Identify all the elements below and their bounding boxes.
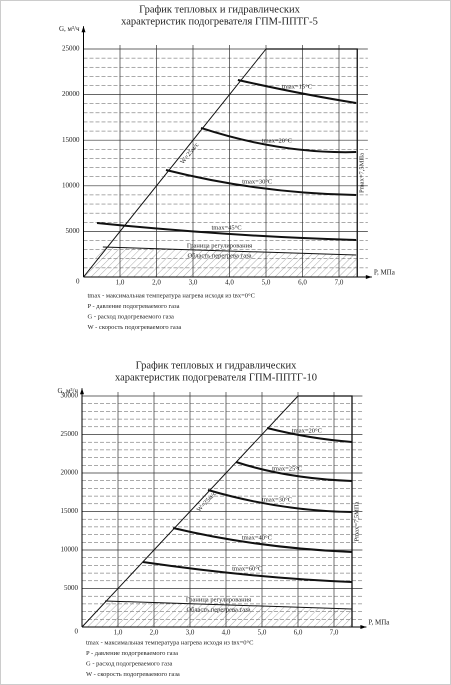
y-tick-label: 25000 <box>62 45 80 53</box>
curve-label: tmax=15°C <box>282 83 312 90</box>
y-axis-label: G, м³/ч <box>57 387 78 395</box>
curve-label: tmax=20°C <box>292 427 322 434</box>
footnote: G - расход подогреваемого газа <box>86 660 173 667</box>
x-tick-label: 1,0 <box>116 279 125 287</box>
y-tick-label: 20000 <box>61 469 79 477</box>
footnote: G - расход подогреваемого газа <box>88 313 175 320</box>
x-axis-label: P, МПа <box>368 619 390 627</box>
boundary-line <box>102 246 357 256</box>
region-label: Область перегрева газа <box>187 252 251 259</box>
speed-line <box>81 395 299 628</box>
temperature-curve <box>200 127 357 154</box>
x-axis-arrow <box>360 625 367 629</box>
x-tick-label: 7,0 <box>335 279 344 287</box>
x-tick-label: 4,0 <box>225 279 234 287</box>
temperature-curve <box>96 222 357 241</box>
chart-title: График тепловых и гидравлических <box>136 360 297 371</box>
y-tick-label: 30000 <box>61 392 79 400</box>
temperature-curve <box>237 79 357 104</box>
y-axis-label: G, м³/ч <box>59 25 80 33</box>
chart-title: График тепловых и гидравлических <box>139 4 300 15</box>
speed-line <box>83 48 267 278</box>
x-tick-label: 4,0 <box>222 629 231 637</box>
x-tick-label: 6,0 <box>294 629 303 637</box>
y-tick-label: 10000 <box>62 181 80 189</box>
y-tick-label: 0 <box>75 628 79 636</box>
y-tick-label: 0 <box>76 278 80 286</box>
y-tick-label: 5000 <box>64 584 79 592</box>
footnote: W - скорость подогреваемого газа <box>86 671 180 678</box>
boundary-line <box>105 600 353 610</box>
curve-label: tmax=60°C <box>232 566 262 573</box>
curve-label: tmax=40°C <box>242 534 272 541</box>
y-tick-label: 10000 <box>61 546 79 554</box>
x-tick-label: 7,0 <box>330 629 339 637</box>
x-tick-label: 6,0 <box>298 279 307 287</box>
curve-label: tmax=45°C <box>212 224 242 231</box>
pressure-limit-label: Pmax=7,5МПа <box>353 501 360 541</box>
overheat-region <box>83 246 357 277</box>
temperature-curve <box>235 461 353 483</box>
overheat-region <box>82 600 352 627</box>
pressure-limit-line <box>298 395 353 627</box>
y-tick-label: 20000 <box>62 90 80 98</box>
x-tick-label: 3,0 <box>186 629 195 637</box>
pressure-limit-line <box>266 48 358 277</box>
x-tick-label: 5,0 <box>262 279 271 287</box>
temperature-curve <box>165 169 357 197</box>
x-tick-label: 2,0 <box>150 629 159 637</box>
temperature-curve <box>142 561 353 584</box>
pressure-limit-label: Pmax=7,5МПа <box>359 153 366 193</box>
curve-label: tmax=30°C <box>242 178 272 185</box>
y-tick-label: 15000 <box>61 507 79 515</box>
footnote: P - давление подогреваемого газа <box>88 303 180 310</box>
x-axis-arrow <box>365 275 372 279</box>
curve-label: tmax=30°C <box>262 497 292 504</box>
temperature-curve <box>266 427 353 443</box>
curve-label: tmax=25°C <box>272 465 302 472</box>
temperature-curve <box>207 489 353 513</box>
x-axis-label: P, МПа <box>374 269 396 277</box>
y-tick-label: 5000 <box>66 227 81 235</box>
y-tick-label: 15000 <box>62 136 80 144</box>
x-tick-label: 1,0 <box>114 629 123 637</box>
y-tick-label: 25000 <box>61 430 79 438</box>
x-tick-label: 3,0 <box>189 279 198 287</box>
footnote: W - скорость подогреваемого газа <box>88 324 182 331</box>
x-tick-label: 5,0 <box>258 629 267 637</box>
boundary-label: Граница регулирования <box>187 242 252 249</box>
temperature-curve <box>172 527 353 554</box>
y-axis-arrow <box>81 26 86 33</box>
region-label: Область перегрева газа <box>186 606 250 613</box>
boundary-label: Граница регулирования <box>186 596 251 603</box>
curve-label: tmax=20°C <box>262 138 292 145</box>
footnote: tmax - максимальная температура нагрева … <box>86 639 253 646</box>
chart-title: характеристик подогревателя ГПМ-ППТГ-10 <box>115 372 317 383</box>
footnote: P - давление подогреваемого газа <box>86 650 178 657</box>
footnote: tmax - максимальная температура нагрева … <box>88 292 255 299</box>
chart-title: характеристик подогревателя ГПМ-ППТГ-5 <box>121 16 318 27</box>
x-tick-label: 2,0 <box>152 279 161 287</box>
y-axis-arrow <box>80 388 84 395</box>
